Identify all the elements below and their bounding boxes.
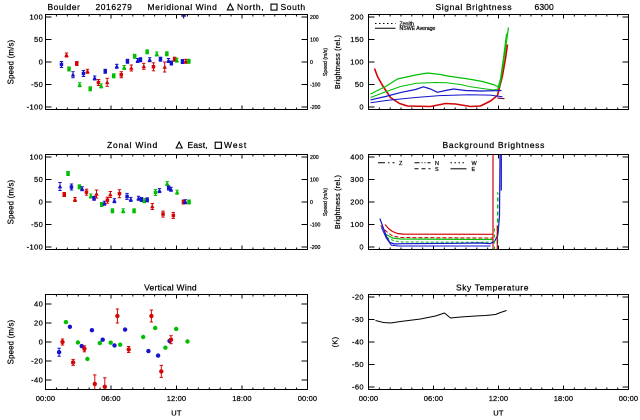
svg-text:40: 40 <box>34 300 43 309</box>
svg-text:-100: -100 <box>310 83 320 89</box>
svg-text:-50: -50 <box>31 80 43 89</box>
svg-text:100: 100 <box>310 38 319 44</box>
svg-text:00:00: 00:00 <box>619 394 639 403</box>
svg-text:12:00: 12:00 <box>167 394 187 403</box>
svg-text:-50: -50 <box>31 220 43 229</box>
svg-text:Vertical Wind: Vertical Wind <box>144 283 197 293</box>
svg-text:100: 100 <box>29 153 43 162</box>
svg-text:0: 0 <box>310 60 313 66</box>
svg-text:Sky Temperature: Sky Temperature <box>456 283 529 293</box>
svg-text:Boulder: Boulder <box>48 2 81 12</box>
svg-text:100: 100 <box>310 178 319 184</box>
svg-text:-200: -200 <box>310 245 320 251</box>
svg-text:00:00: 00:00 <box>359 394 379 403</box>
svg-text:-30: -30 <box>352 315 364 324</box>
svg-text:06:00: 06:00 <box>101 394 121 403</box>
svg-text:Brightness (rel.): Brightness (rel.) <box>333 175 342 229</box>
svg-text:S: S <box>435 167 439 173</box>
svg-text:100: 100 <box>350 58 364 67</box>
svg-text:0: 0 <box>39 338 44 347</box>
svg-text:Background Brightness: Background Brightness <box>443 140 546 150</box>
svg-text:North,: North, <box>237 2 264 12</box>
svg-text:Signal Brightness: Signal Brightness <box>436 2 513 12</box>
svg-text:-200: -200 <box>310 105 320 111</box>
svg-text:UT: UT <box>171 409 182 418</box>
svg-text:-40: -40 <box>31 376 43 385</box>
svg-text:-40: -40 <box>352 338 364 347</box>
svg-text:50: 50 <box>34 35 43 44</box>
svg-text:-100: -100 <box>27 243 44 252</box>
svg-text:-20: -20 <box>31 357 43 366</box>
svg-text:50: 50 <box>34 175 43 184</box>
svg-text:N: N <box>435 161 439 167</box>
svg-text:300: 300 <box>350 175 364 184</box>
svg-text:East,: East, <box>188 140 208 150</box>
svg-text:NSWE Average: NSWE Average <box>400 26 436 32</box>
svg-text:100: 100 <box>29 13 43 22</box>
svg-text:200: 200 <box>350 198 364 207</box>
svg-text:Speed (m/s): Speed (m/s) <box>323 48 329 77</box>
svg-text:00:00: 00:00 <box>36 394 56 403</box>
svg-text:Speed (m/s): Speed (m/s) <box>7 179 16 224</box>
svg-text:0: 0 <box>39 58 44 67</box>
svg-text:200: 200 <box>350 13 364 22</box>
svg-text:Speed (m/s): Speed (m/s) <box>323 188 329 217</box>
svg-text:-50: -50 <box>352 360 364 369</box>
svg-text:0: 0 <box>359 103 364 112</box>
svg-text:UT: UT <box>493 409 504 418</box>
svg-text:-20: -20 <box>352 293 364 302</box>
svg-text:100: 100 <box>350 220 364 229</box>
svg-text:200: 200 <box>310 15 319 21</box>
svg-text:Brightness (rel.): Brightness (rel.) <box>333 35 342 89</box>
svg-text:0: 0 <box>310 200 313 206</box>
svg-text:20: 20 <box>34 319 43 328</box>
svg-text:400: 400 <box>350 153 364 162</box>
svg-text:-100: -100 <box>310 223 320 229</box>
svg-text:Zenith: Zenith <box>400 21 415 27</box>
svg-text:-100: -100 <box>27 103 44 112</box>
svg-text:-60: -60 <box>352 383 364 392</box>
svg-text:6300: 6300 <box>535 2 554 12</box>
svg-text:18:00: 18:00 <box>232 394 252 403</box>
svg-text:W: W <box>472 161 478 167</box>
svg-text:150: 150 <box>350 35 364 44</box>
svg-text:2016279: 2016279 <box>96 2 133 12</box>
svg-text:50: 50 <box>355 80 364 89</box>
svg-text:12:00: 12:00 <box>489 394 509 403</box>
svg-text:18:00: 18:00 <box>554 394 574 403</box>
svg-text:06:00: 06:00 <box>424 394 444 403</box>
svg-text:E: E <box>472 167 476 173</box>
svg-text:West: West <box>224 140 247 150</box>
svg-text:Zonal Wind: Zonal Wind <box>107 140 158 150</box>
svg-text:Speed (m/s): Speed (m/s) <box>7 319 16 364</box>
svg-text:Speed (m/s): Speed (m/s) <box>7 39 16 84</box>
svg-text:0: 0 <box>359 243 364 252</box>
svg-text:(K): (K) <box>331 336 340 347</box>
svg-text:Z: Z <box>399 161 403 167</box>
svg-text:00:00: 00:00 <box>298 394 318 403</box>
svg-text:Meridional Wind: Meridional Wind <box>148 2 218 12</box>
svg-text:200: 200 <box>310 155 319 161</box>
svg-text:0: 0 <box>39 198 44 207</box>
svg-text:South: South <box>281 2 306 12</box>
